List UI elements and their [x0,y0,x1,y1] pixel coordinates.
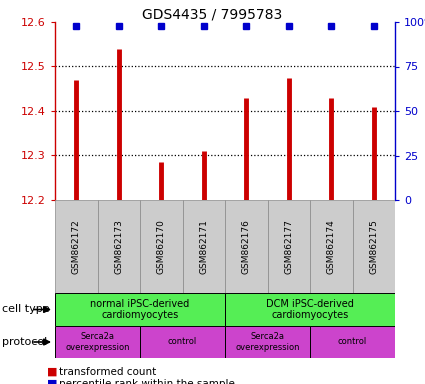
Text: GSM862174: GSM862174 [327,219,336,274]
Bar [140,200,182,293]
Text: GSM862176: GSM862176 [242,219,251,274]
Text: control: control [168,338,197,346]
Text: GSM862171: GSM862171 [199,219,208,274]
Bar [140,326,225,358]
Text: transformed count: transformed count [59,367,156,377]
Bar [310,200,352,293]
Bar [267,200,310,293]
Text: GSM862175: GSM862175 [369,219,378,274]
Bar [225,326,310,358]
Text: protocol: protocol [2,337,47,347]
Text: GSM862177: GSM862177 [284,219,293,274]
Text: GDS4435 / 7995783: GDS4435 / 7995783 [142,8,283,22]
Bar [55,200,97,293]
Bar [310,326,395,358]
Text: Serca2a
overexpression: Serca2a overexpression [65,332,130,352]
Bar [225,200,267,293]
Bar [225,293,395,326]
Text: cell type: cell type [2,305,50,314]
Text: ■: ■ [46,367,57,377]
Text: GSM862170: GSM862170 [157,219,166,274]
Bar [352,200,395,293]
Text: control: control [338,338,367,346]
Bar [97,200,140,293]
Bar [55,326,140,358]
Text: ■: ■ [46,379,57,384]
Bar [182,200,225,293]
Bar [55,293,225,326]
Text: DCM iPSC-derived
cardiomyocytes: DCM iPSC-derived cardiomyocytes [266,299,354,320]
Text: Serca2a
overexpression: Serca2a overexpression [235,332,300,352]
Text: percentile rank within the sample: percentile rank within the sample [59,379,235,384]
Text: GSM862172: GSM862172 [72,219,81,274]
Text: normal iPSC-derived
cardiomyocytes: normal iPSC-derived cardiomyocytes [91,299,190,320]
Text: GSM862173: GSM862173 [114,219,123,274]
